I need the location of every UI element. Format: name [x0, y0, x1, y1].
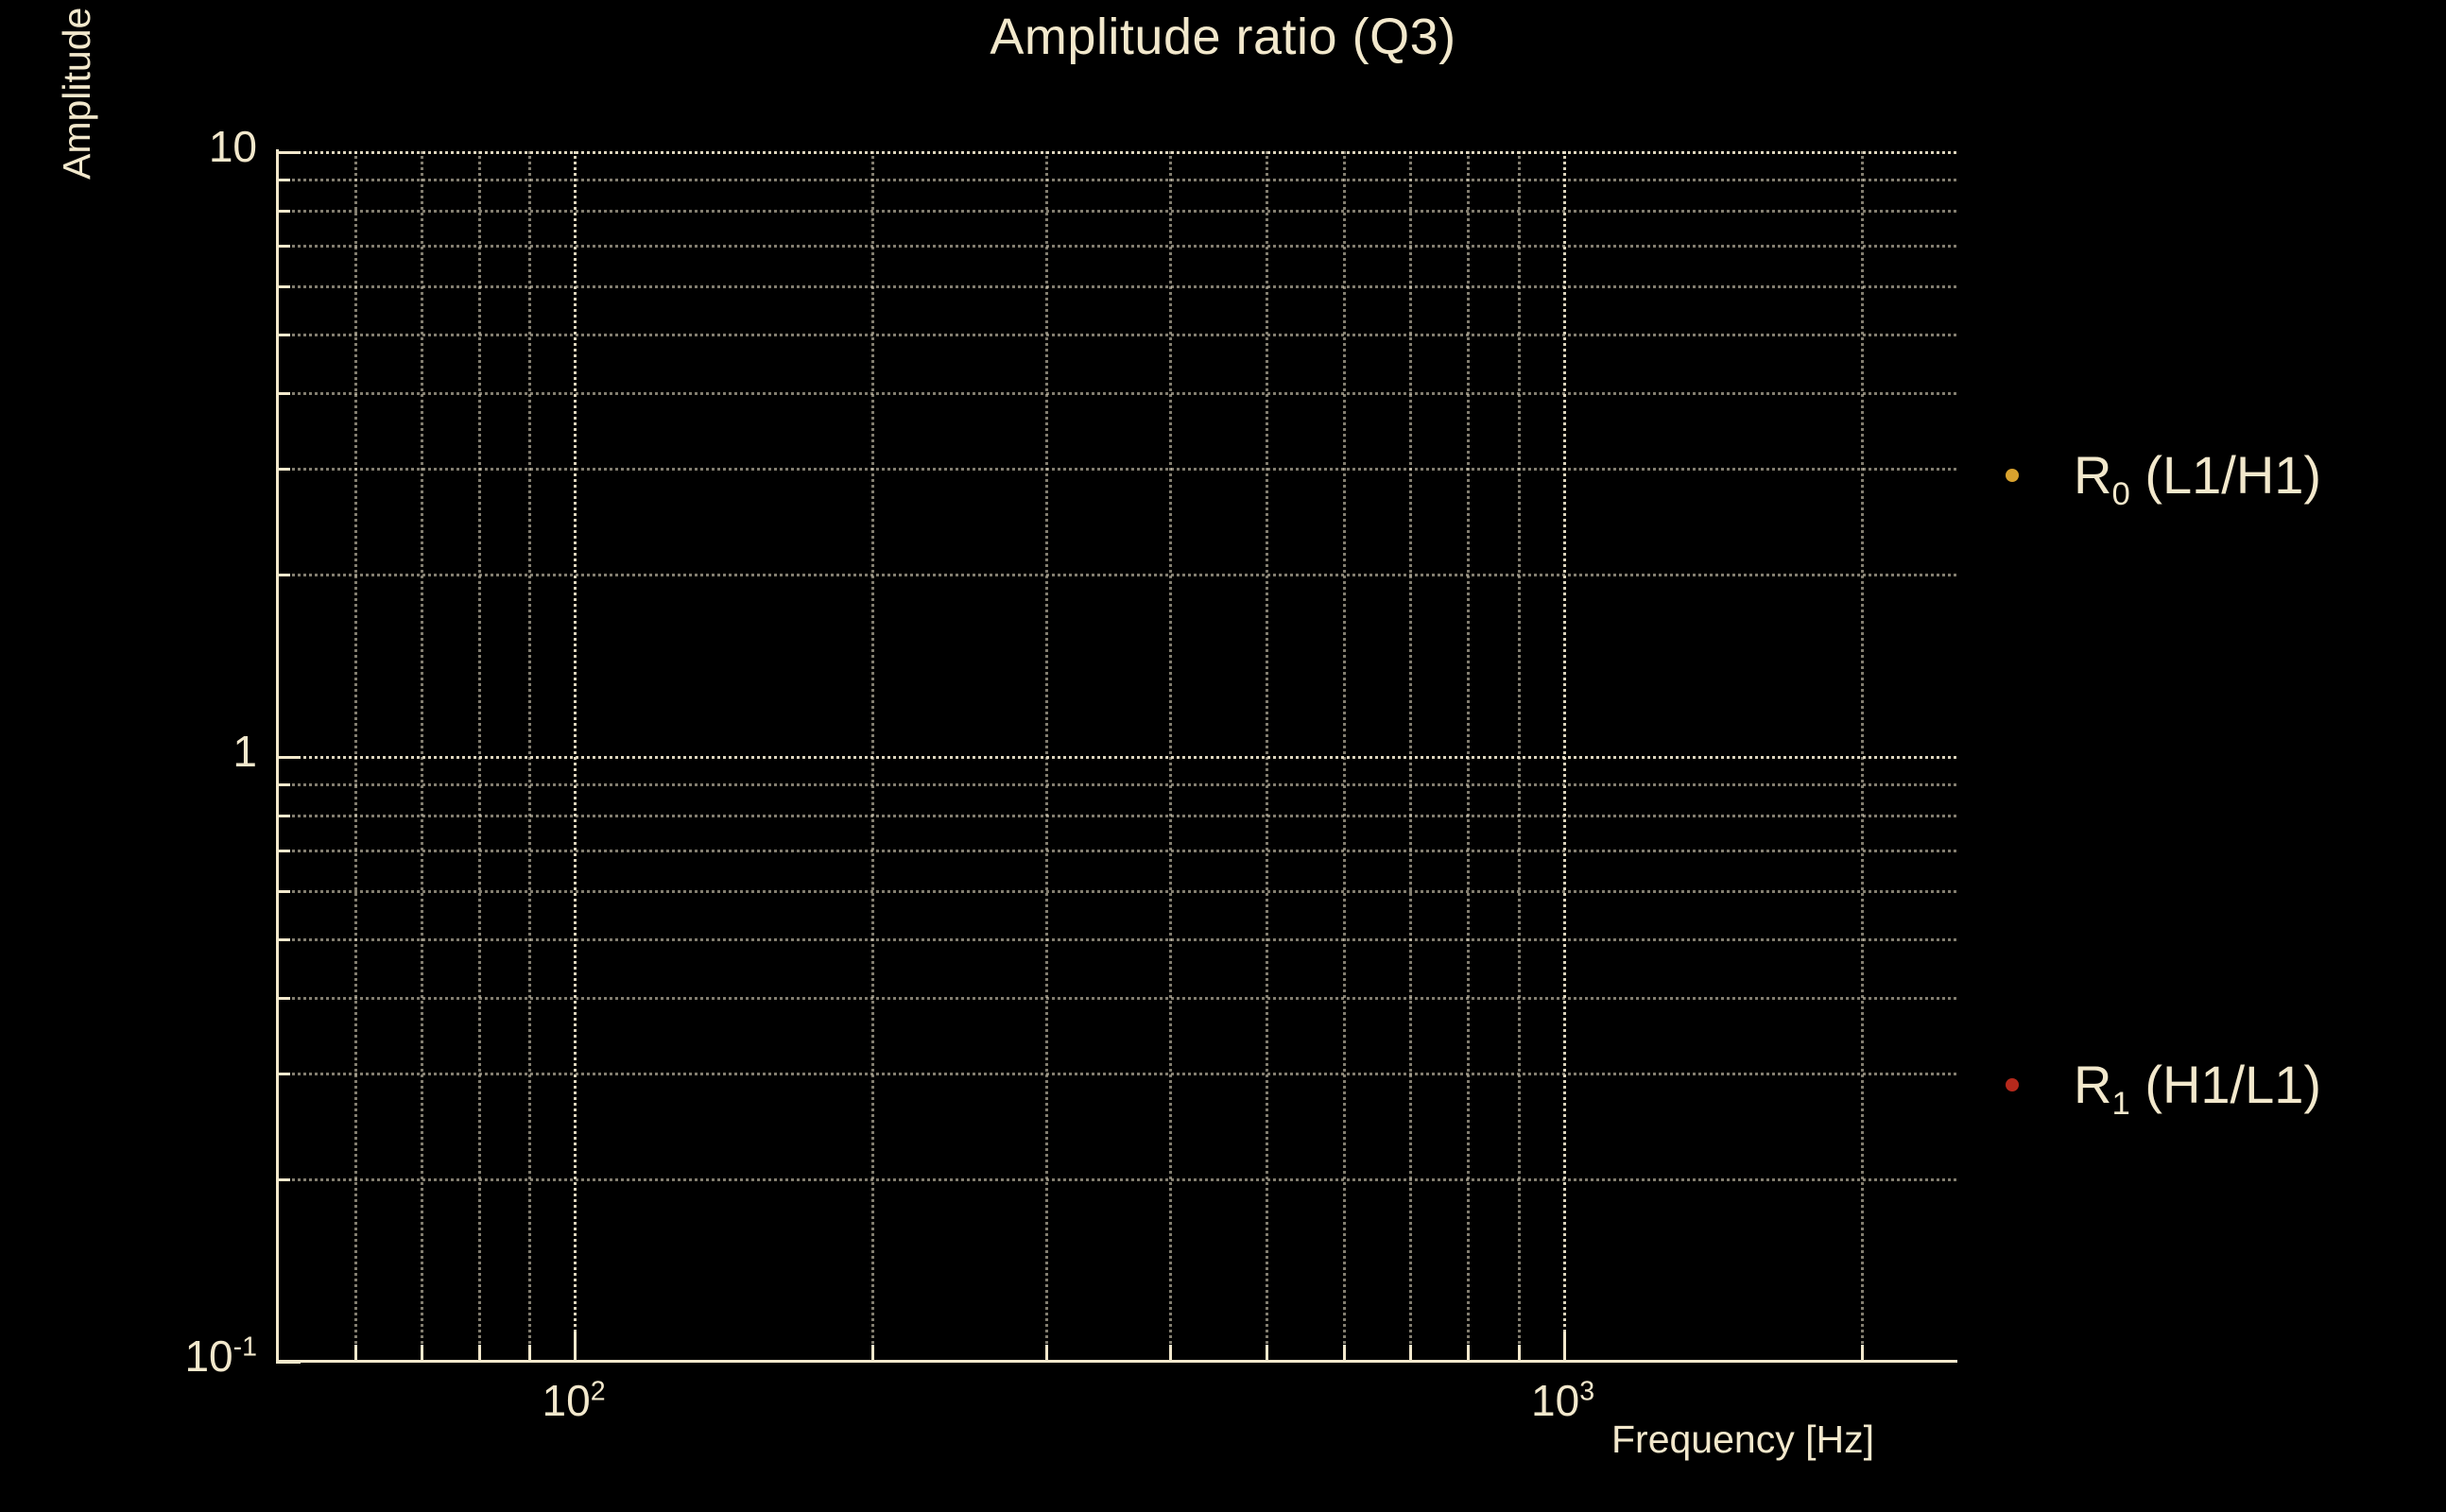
y-gridline — [276, 850, 1956, 853]
x-axis-spine — [276, 1360, 1957, 1363]
x-tick-label-100-mantissa: 10 — [542, 1376, 591, 1425]
x-tick-minor — [477, 1345, 481, 1361]
y-gridline — [276, 1072, 1956, 1075]
y-gridline — [276, 284, 1956, 288]
x-tick-label-1000: 103 — [1459, 1375, 1667, 1426]
x-tick-label-1000-mantissa: 10 — [1531, 1376, 1580, 1425]
legend-label-r0-rest: (L1/H1) — [2129, 445, 2322, 505]
legend-label-r1-sub: 1 — [2111, 1086, 2130, 1123]
x-tick-major — [1562, 1332, 1566, 1361]
legend-label-r0-base: R — [2074, 445, 2112, 505]
y-tick-label-10-mantissa: 10 — [208, 122, 257, 171]
y-tick-minor — [276, 179, 290, 182]
chart-title: Amplitude ratio (Q3) — [990, 9, 1456, 65]
x-tick-minor — [1467, 1345, 1471, 1361]
legend-label-r1-base: R — [2074, 1055, 2112, 1114]
y-gridline — [276, 783, 1956, 787]
x-tick-label-1000-exponent: 3 — [1579, 1376, 1595, 1407]
x-tick-minor — [1169, 1345, 1173, 1361]
x-tick-minor — [1265, 1345, 1268, 1361]
x-tick-minor — [420, 1345, 423, 1361]
x-tick-minor — [1517, 1345, 1521, 1361]
y-tick-major — [276, 756, 301, 759]
y-tick-minor — [276, 245, 290, 249]
x-tick-label-100: 102 — [470, 1375, 678, 1426]
x-tick-minor — [353, 1345, 357, 1361]
y-tick-major — [276, 151, 301, 154]
x-tick-minor — [528, 1345, 532, 1361]
plot-area — [276, 151, 1956, 1361]
legend-entry-r0[interactable]: R0 (L1/H1) — [1985, 444, 2322, 511]
y-tick-minor — [276, 210, 290, 214]
legend: R0 (L1/H1) R1 (H1/L1) — [1985, 378, 2446, 1153]
legend-marker-r0-icon — [2006, 468, 2019, 482]
y-gridline — [276, 574, 1956, 577]
y-tick-minor — [276, 284, 290, 288]
y-tick-minor — [276, 783, 290, 787]
x-tick-minor — [276, 1345, 279, 1361]
x-tick-minor — [1860, 1345, 1864, 1361]
x-tick-label-100-exponent: 2 — [590, 1376, 606, 1407]
x-tick-minor — [1409, 1345, 1413, 1361]
legend-label-r0: R0 (L1/H1) — [2074, 444, 2322, 511]
y-tick-label-0-1-mantissa: 10 — [184, 1332, 233, 1381]
x-tick-major — [574, 1332, 577, 1361]
y-tick-minor — [276, 574, 290, 577]
legend-label-r0-sub: 0 — [2111, 476, 2130, 513]
y-tick-minor — [276, 391, 290, 395]
y-gridline — [276, 245, 1956, 249]
legend-marker-r1-icon — [2006, 1077, 2019, 1091]
y-tick-minor — [276, 1178, 290, 1182]
legend-label-r1-rest: (H1/L1) — [2129, 1055, 2322, 1114]
legend-label-r1: R1 (H1/L1) — [2074, 1054, 2322, 1121]
x-tick-minor — [1343, 1345, 1347, 1361]
y-gridline — [276, 210, 1956, 214]
y-tick-minor — [276, 889, 290, 893]
y-gridline — [276, 467, 1956, 471]
y-tick-label-0-1-exponent: -1 — [233, 1332, 257, 1363]
y-gridline — [276, 815, 1956, 818]
y-tick-label-1-mantissa: 1 — [233, 727, 257, 776]
y-tick-label-0-1: 10-1 — [0, 1331, 257, 1382]
y-gridline — [276, 333, 1956, 336]
y-gridline — [276, 756, 1956, 759]
y-tick-major — [276, 1361, 301, 1364]
y-gridline — [276, 889, 1956, 893]
y-gridline — [276, 391, 1956, 395]
x-tick-minor — [871, 1345, 875, 1361]
y-tick-minor — [276, 996, 290, 1000]
y-tick-label-10: 10 — [0, 121, 257, 172]
x-axis-title: Frequency [Hz] — [1611, 1418, 1874, 1461]
y-tick-minor — [276, 467, 290, 471]
y-tick-minor — [276, 1072, 290, 1075]
y-gridline — [276, 179, 1956, 182]
y-tick-minor — [276, 333, 290, 336]
y-gridline — [276, 1178, 1956, 1182]
y-tick-minor — [276, 850, 290, 853]
x-tick-minor — [1045, 1345, 1049, 1361]
y-gridline — [276, 996, 1956, 1000]
y-tick-minor — [276, 815, 290, 818]
y-gridline — [276, 937, 1956, 941]
y-tick-minor — [276, 937, 290, 941]
legend-entry-r1[interactable]: R1 (H1/L1) — [1985, 1054, 2322, 1121]
y-tick-label-1: 1 — [0, 726, 257, 777]
y-gridline — [276, 151, 1956, 154]
